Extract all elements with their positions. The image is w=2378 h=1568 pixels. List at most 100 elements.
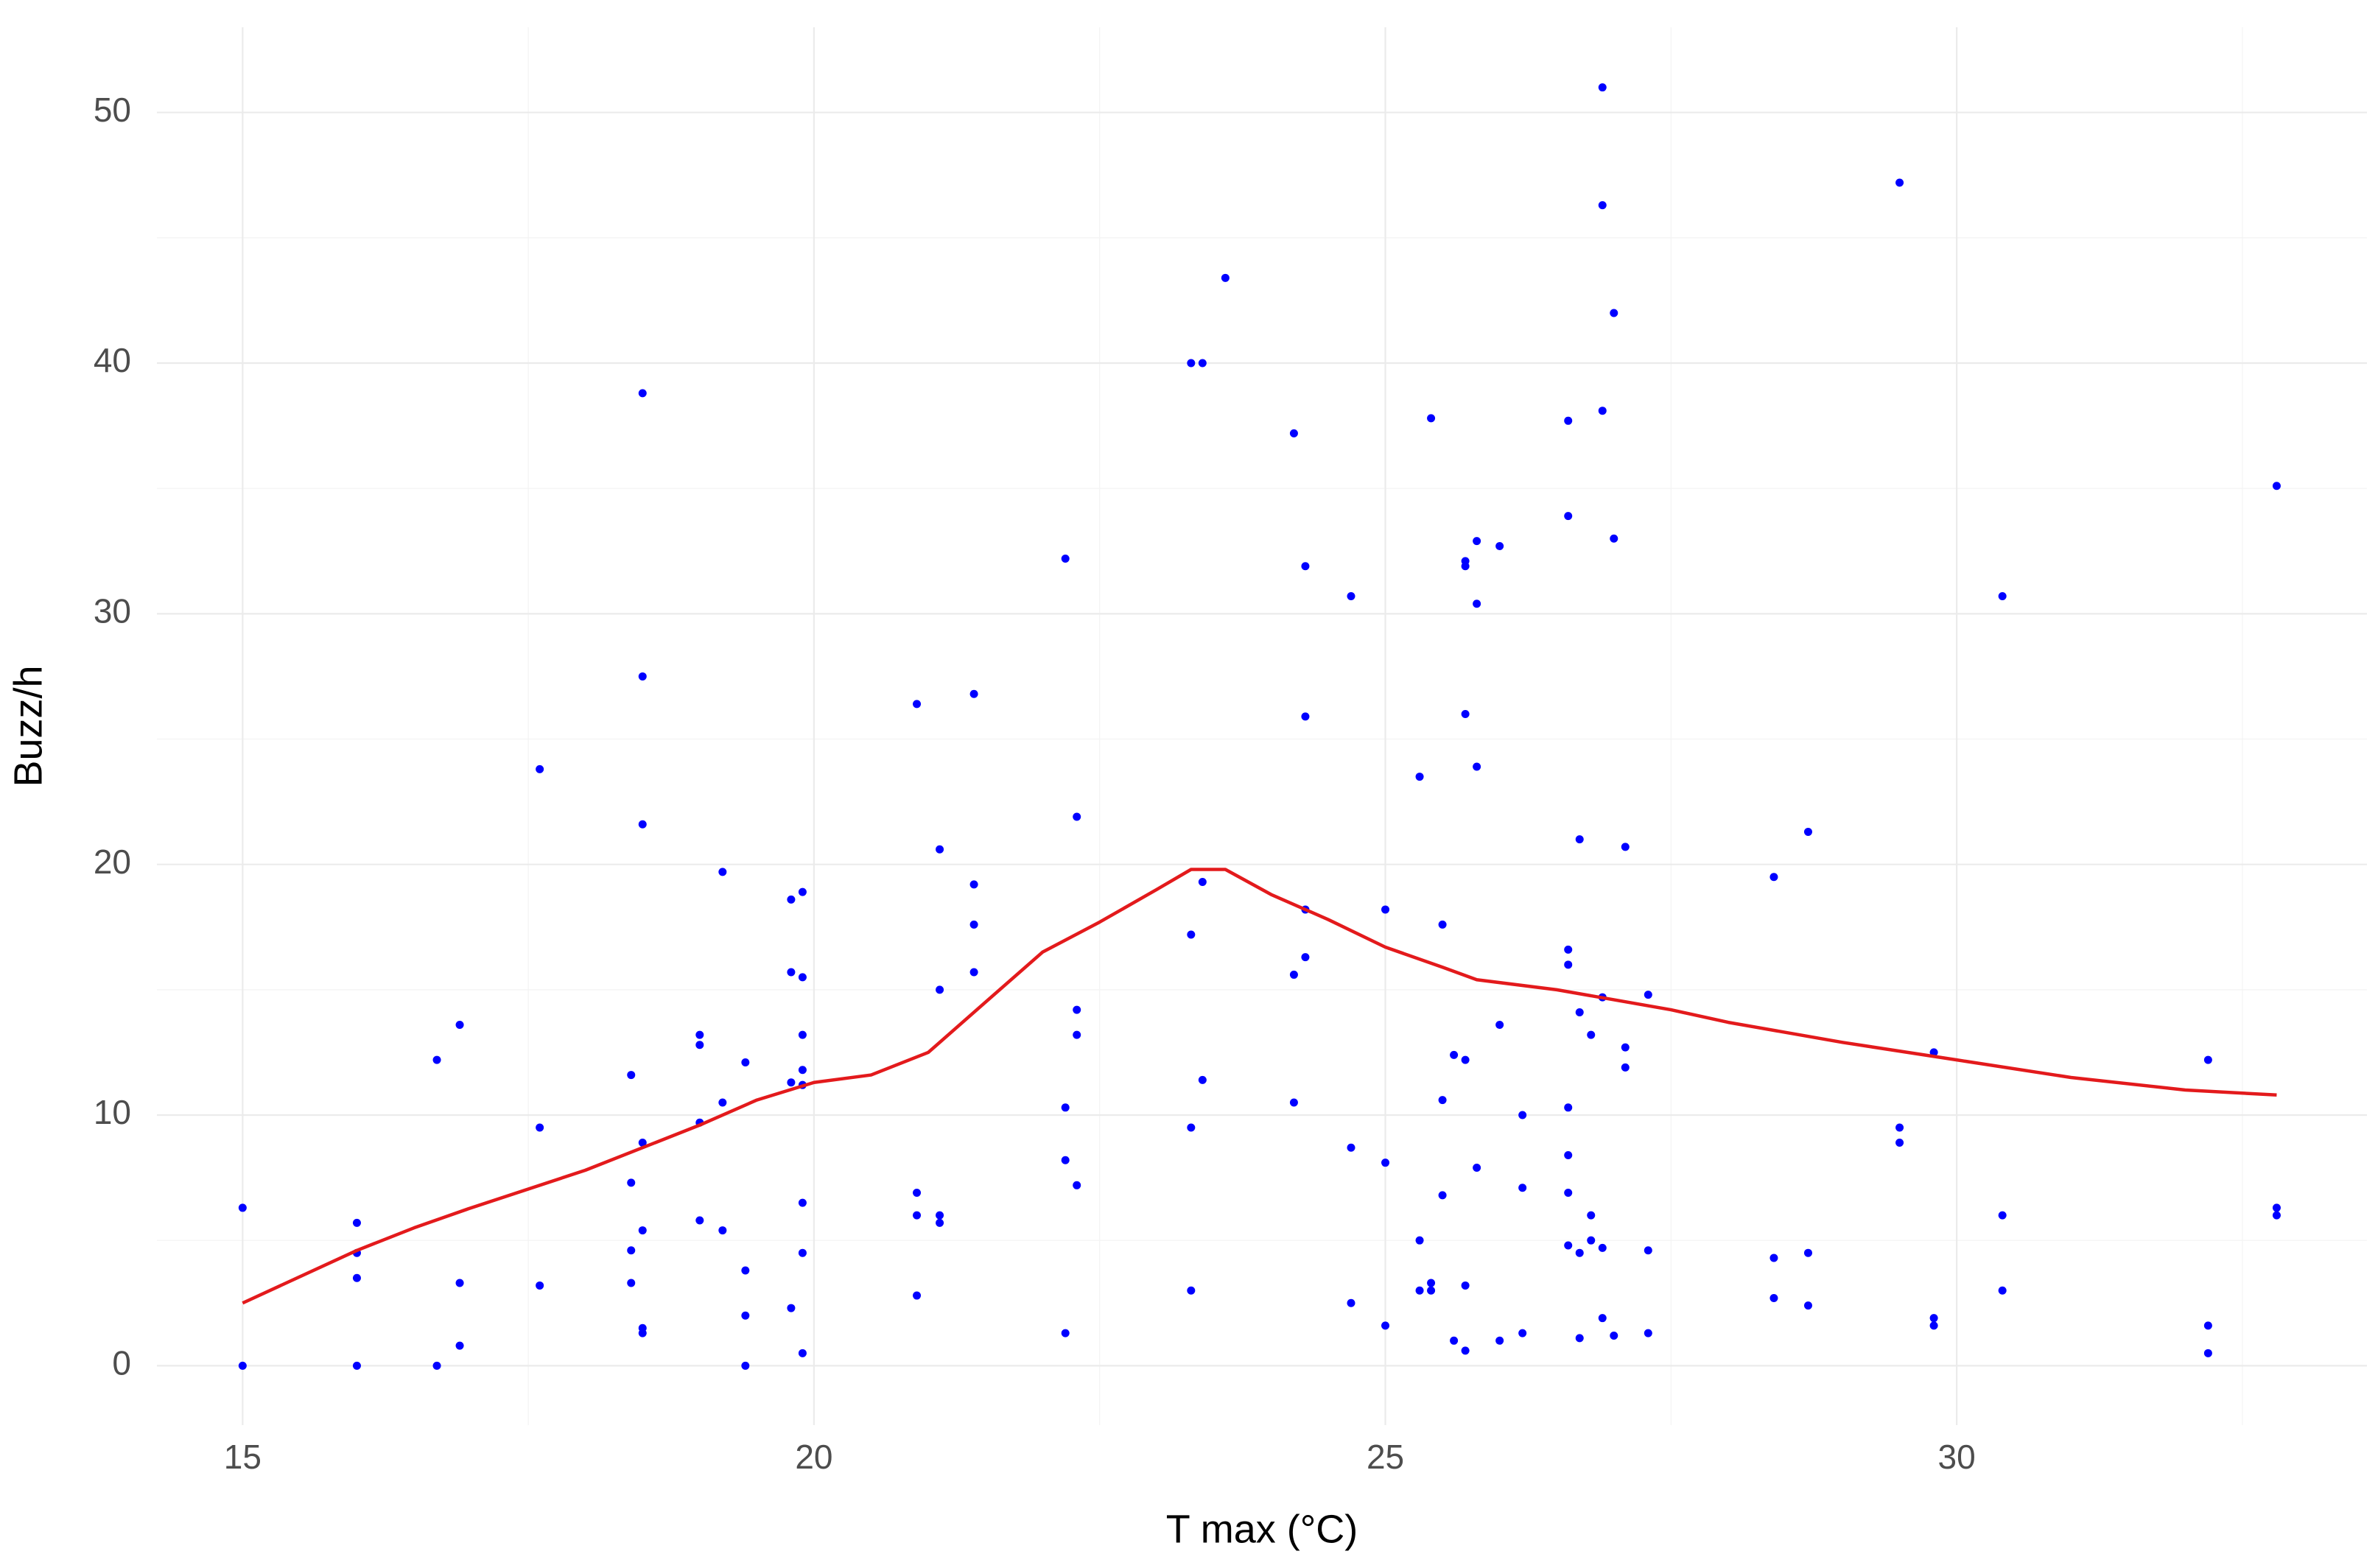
- data-point: [1461, 562, 1470, 571]
- data-point: [1564, 1103, 1573, 1112]
- data-point: [787, 895, 796, 904]
- data-point: [1461, 1346, 1470, 1355]
- data-point: [718, 868, 727, 876]
- data-point: [1415, 773, 1424, 781]
- data-point: [1598, 1243, 1607, 1252]
- data-point: [913, 1189, 922, 1198]
- data-point: [1518, 1184, 1527, 1192]
- data-point: [936, 1218, 944, 1227]
- data-point: [787, 1078, 796, 1087]
- data-point: [1073, 1005, 1081, 1014]
- data-point: [1461, 709, 1470, 718]
- data-point: [1895, 178, 1904, 187]
- data-point: [1289, 429, 1298, 437]
- data-point: [1564, 945, 1573, 954]
- data-point: [1061, 1329, 1070, 1337]
- x-axis-title: T max (°C): [1166, 1507, 1358, 1551]
- data-point: [1289, 1098, 1298, 1107]
- data-point: [1621, 843, 1630, 851]
- data-point: [638, 1329, 647, 1337]
- data-point: [741, 1311, 750, 1320]
- data-point: [1187, 359, 1196, 368]
- data-point: [638, 820, 647, 829]
- data-point: [1598, 1314, 1607, 1323]
- data-point: [798, 973, 807, 982]
- data-point: [432, 1055, 441, 1064]
- trend-line: [242, 868, 2277, 1305]
- data-point: [1998, 1211, 2007, 1220]
- data-point: [1575, 1008, 1584, 1016]
- data-point: [1564, 1241, 1573, 1250]
- data-point: [913, 1291, 922, 1300]
- data-point: [536, 764, 544, 773]
- data-point: [455, 1020, 464, 1029]
- data-point: [1495, 541, 1504, 550]
- data-point: [1575, 835, 1584, 844]
- data-point: [1450, 1050, 1459, 1059]
- data-point: [1770, 873, 1778, 882]
- data-point: [798, 1248, 807, 1257]
- data-point: [1610, 1332, 1618, 1340]
- data-point: [455, 1279, 464, 1287]
- data-point: [1518, 1111, 1527, 1119]
- data-point: [627, 1071, 636, 1080]
- data-point: [1221, 273, 1230, 282]
- y-tick-label: 50: [94, 91, 131, 129]
- data-point: [1347, 1143, 1355, 1152]
- data-point: [352, 1218, 361, 1227]
- data-point: [1198, 1075, 1207, 1084]
- data-point: [741, 1266, 750, 1275]
- y-tick-label: 10: [94, 1093, 131, 1131]
- data-point: [1473, 600, 1481, 608]
- data-point: [1770, 1293, 1778, 1302]
- data-point: [627, 1246, 636, 1255]
- data-point: [969, 880, 978, 889]
- data-point: [1301, 562, 1310, 571]
- x-tick-label: 20: [795, 1438, 832, 1476]
- data-point: [1803, 827, 1812, 836]
- data-point: [1587, 1236, 1596, 1245]
- data-point: [1610, 309, 1618, 317]
- data-point: [1301, 953, 1310, 962]
- data-point: [1198, 878, 1207, 887]
- data-point: [1587, 1211, 1596, 1220]
- data-point: [638, 389, 647, 398]
- data-point: [1415, 1286, 1424, 1295]
- x-tick-label: 15: [224, 1438, 262, 1476]
- grid: [157, 27, 2367, 1425]
- data-point: [741, 1058, 750, 1067]
- data-point: [969, 920, 978, 929]
- data-point: [1473, 762, 1481, 771]
- data-point: [1644, 1246, 1652, 1255]
- data-point: [1381, 1321, 1390, 1330]
- data-point: [627, 1279, 636, 1287]
- data-point: [1198, 359, 1207, 368]
- data-point: [1803, 1248, 1812, 1257]
- data-point: [2272, 482, 2281, 491]
- y-tick-label: 0: [112, 1343, 131, 1382]
- data-point: [1644, 1329, 1652, 1337]
- data-point: [1564, 1150, 1573, 1159]
- data-point: [787, 968, 796, 977]
- data-point: [1289, 970, 1298, 979]
- data-point: [638, 1226, 647, 1235]
- data-point: [1518, 1329, 1527, 1337]
- data-point: [1061, 1103, 1070, 1112]
- y-tick-label: 40: [94, 341, 131, 379]
- data-point: [1998, 592, 2007, 601]
- data-point: [638, 1138, 647, 1147]
- data-point: [2272, 1211, 2281, 1220]
- data-point: [1061, 1156, 1070, 1164]
- data-point: [1073, 1181, 1081, 1189]
- data-point: [1587, 1030, 1596, 1039]
- data-point: [798, 1066, 807, 1075]
- data-point: [432, 1361, 441, 1370]
- data-point: [1564, 512, 1573, 521]
- data-point: [1564, 1189, 1573, 1198]
- data-point: [1803, 1301, 1812, 1310]
- data-point: [1895, 1123, 1904, 1132]
- data-point: [1929, 1321, 1938, 1330]
- data-point: [695, 1030, 704, 1039]
